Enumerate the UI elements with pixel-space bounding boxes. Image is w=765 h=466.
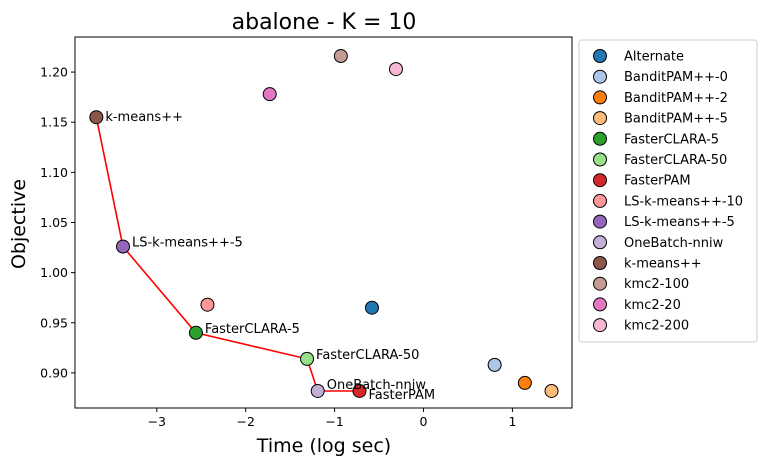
plot-area: −3 −2 −1 0 1 0.90 0.95 1.00 1.05 1.10 1.15 1.20 k-me… (40, 49, 559, 429)
legend-label: FasterCLARA-5 (624, 132, 719, 147)
legend-label: Alternate (624, 50, 684, 65)
legend-label: kmc2-200 (624, 319, 689, 334)
point-banditpam-0 (487, 357, 502, 372)
point-banditpam-2 (517, 375, 532, 390)
y-tick-label: 1.20 (40, 65, 68, 80)
legend-marker (593, 214, 607, 229)
legend-label: BanditPAM++-0 (624, 70, 728, 85)
legend-label: BanditPAM++-5 (624, 112, 728, 127)
y-axis-label: Objective (8, 179, 30, 269)
y-tick-label: 0.95 (40, 315, 68, 330)
legend-marker (593, 297, 607, 312)
legend: Alternate BanditPAM++-0 BanditPAM++-2 Bandi… (578, 39, 758, 343)
legend-marker (593, 235, 607, 250)
x-axis-label: Time (log sec) (256, 435, 391, 457)
point-fasterpam (352, 383, 367, 398)
legend-label: k-means++ (624, 257, 702, 272)
x-tick-label: 1 (508, 414, 516, 429)
legend-marker (593, 193, 607, 208)
y-tick-label: 0.90 (40, 365, 68, 380)
legend-marker (593, 152, 607, 167)
y-tick-label: 1.15 (40, 115, 68, 130)
legend-label: BanditPAM++-2 (624, 91, 728, 106)
legend-marker (593, 276, 607, 291)
legend-marker (593, 173, 607, 188)
legend-marker (593, 90, 607, 105)
annotation-label: LS-k-means++-5 (132, 236, 243, 251)
point-kmc2-20 (262, 87, 277, 102)
legend-label: FasterPAM (624, 174, 691, 189)
x-tick-label: −1 (325, 414, 343, 429)
legend-label: FasterCLARA-50 (624, 153, 727, 168)
chart-title: abalone - K = 10 (232, 10, 417, 35)
point-kmc2-200 (388, 62, 403, 77)
legend-label: LS-k-means++-5 (624, 215, 735, 230)
annotation-label: FasterPAM (369, 388, 436, 403)
x-tick-label: −2 (236, 414, 254, 429)
legend-marker (593, 111, 607, 126)
x-tick-label: 0 (420, 414, 428, 429)
point-fasterclara-50 (300, 351, 315, 366)
legend-label: kmc2-20 (624, 298, 681, 313)
point-alternate (364, 300, 379, 315)
point-kmc2-100 (333, 49, 348, 64)
legend-marker (593, 256, 607, 270)
point-ls-k-means-5 (116, 239, 131, 254)
legend-label: kmc2-100 (624, 277, 689, 292)
point-onebatch-nniw (310, 383, 325, 398)
x-tick-label: −3 (148, 414, 166, 429)
legend-label: LS-k-means++-10 (624, 194, 743, 209)
annotation-label: k-means++ (105, 110, 183, 125)
y-tick-label: 1.10 (40, 165, 68, 180)
y-tick-label: 1.00 (40, 265, 68, 280)
y-tick-label: 1.05 (40, 215, 68, 230)
annotation-label: FasterCLARA-5 (205, 322, 300, 337)
point-ls-k-means-10 (200, 297, 215, 312)
point-fasterclara-5 (188, 325, 203, 340)
annotation-label: OneBatch-nniw (327, 378, 427, 393)
legend-marker (593, 49, 607, 63)
point-k-means (89, 110, 104, 125)
legend-marker (593, 69, 607, 84)
legend-label: OneBatch-nniw (624, 236, 724, 251)
annotation-label: FasterCLARA-50 (316, 348, 419, 363)
legend-marker (593, 131, 607, 146)
plot-frame (74, 36, 573, 409)
point-banditpam-5 (544, 383, 559, 398)
legend-marker (593, 318, 607, 333)
legend-frame (578, 39, 758, 343)
